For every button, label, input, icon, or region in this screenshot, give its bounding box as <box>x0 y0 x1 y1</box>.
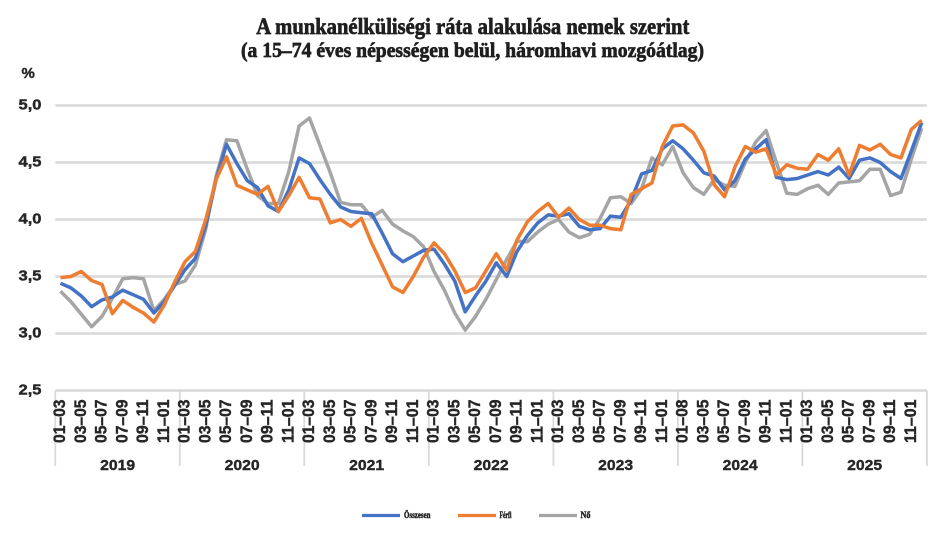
svg-text:11–01: 11–01 <box>155 400 173 444</box>
svg-text:03–05: 03–05 <box>196 400 214 444</box>
svg-text:01–03: 01–03 <box>425 400 443 444</box>
svg-text:07–09: 07–09 <box>487 399 505 443</box>
svg-text:(a 15–74 éves népességen belül: (a 15–74 éves népességen belül, háromhav… <box>241 38 704 62</box>
svg-text:03–05: 03–05 <box>694 400 712 444</box>
svg-text:2,5: 2,5 <box>19 383 42 399</box>
svg-text:A munkanélküliségi ráta alaku: A munkanélküliségi ráta alakulása nemek … <box>256 14 689 39</box>
svg-text:07–09: 07–09 <box>736 400 754 444</box>
svg-text:%: % <box>22 65 35 82</box>
svg-text:09–11: 09–11 <box>134 400 152 444</box>
svg-text:2022: 2022 <box>474 457 509 474</box>
svg-text:11–01: 11–01 <box>777 400 795 444</box>
svg-text:2020: 2020 <box>225 457 260 474</box>
svg-text:09–11: 09–11 <box>757 400 775 444</box>
svg-text:2023: 2023 <box>598 457 633 474</box>
svg-text:03–05: 03–05 <box>321 400 339 444</box>
svg-text:07–09: 07–09 <box>238 400 256 444</box>
svg-text:05–07: 05–07 <box>342 400 360 444</box>
svg-text:07–09: 07–09 <box>362 400 380 444</box>
svg-text:03–05: 03–05 <box>570 400 588 444</box>
svg-text:4,5: 4,5 <box>19 155 42 171</box>
svg-text:03–05: 03–05 <box>445 400 463 444</box>
svg-text:05–07: 05–07 <box>217 400 235 444</box>
svg-text:3,0: 3,0 <box>19 326 42 342</box>
svg-text:2021: 2021 <box>349 457 384 474</box>
svg-text:2025: 2025 <box>847 457 882 474</box>
svg-text:03–05: 03–05 <box>72 400 90 444</box>
svg-text:09–11: 09–11 <box>508 400 526 444</box>
svg-text:05–07: 05–07 <box>466 400 484 443</box>
svg-text:11–01: 11–01 <box>279 400 297 444</box>
svg-text:03–05: 03–05 <box>819 400 837 444</box>
svg-text:05–07: 05–07 <box>840 400 858 444</box>
svg-text:09–11: 09–11 <box>881 400 899 444</box>
svg-text:11–01: 11–01 <box>404 400 422 444</box>
svg-text:05–07: 05–07 <box>715 400 733 444</box>
svg-text:Nő: Nő <box>581 511 591 521</box>
svg-text:01–03: 01–03 <box>51 400 69 444</box>
svg-text:Összesen: Összesen <box>404 508 431 521</box>
svg-text:3,5: 3,5 <box>19 269 42 285</box>
svg-text:01–03: 01–03 <box>549 400 567 444</box>
svg-text:01–03: 01–03 <box>300 400 318 444</box>
svg-text:09–11: 09–11 <box>259 400 277 444</box>
svg-text:05–07: 05–07 <box>591 400 609 444</box>
svg-text:01–03: 01–03 <box>798 400 816 444</box>
svg-text:2019: 2019 <box>100 457 135 474</box>
svg-text:4,0: 4,0 <box>19 212 42 228</box>
svg-text:11–01: 11–01 <box>528 400 546 444</box>
svg-text:11–01: 11–01 <box>902 400 920 444</box>
svg-text:09–11: 09–11 <box>383 400 401 444</box>
svg-text:07–09: 07–09 <box>611 400 629 444</box>
svg-text:Férfi: Férfi <box>500 511 512 521</box>
svg-text:07–09: 07–09 <box>113 400 131 444</box>
svg-text:07–09: 07–09 <box>860 400 878 444</box>
svg-text:2024: 2024 <box>723 457 759 474</box>
svg-text:01–08: 01–08 <box>674 400 692 444</box>
svg-text:01–03: 01–03 <box>176 400 194 444</box>
svg-text:05–07: 05–07 <box>93 400 111 444</box>
svg-text:09–11: 09–11 <box>632 400 650 444</box>
svg-text:5,0: 5,0 <box>19 98 42 114</box>
svg-text:11–01: 11–01 <box>653 400 671 444</box>
